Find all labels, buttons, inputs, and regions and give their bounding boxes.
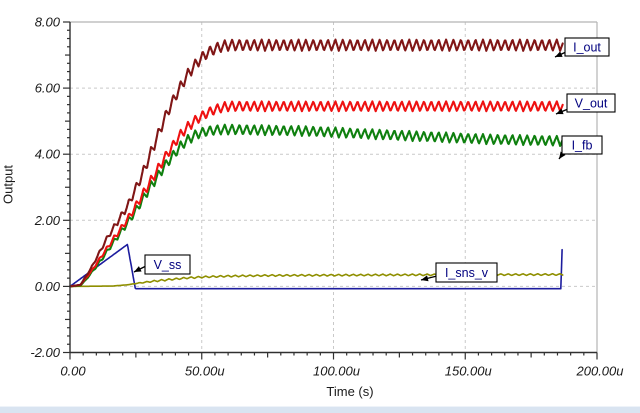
window-bottom-edge — [0, 406, 640, 413]
trace-label-text: I_fb — [572, 139, 593, 153]
trace-label-text: V_out — [575, 97, 608, 111]
x-tick-label: 0.00 — [60, 364, 86, 379]
annotation-arrowhead — [559, 151, 566, 159]
trace-label-box-I_fb[interactable] — [561, 135, 603, 155]
series-I_out — [68, 38, 564, 288]
y-tick-label: 4.00 — [35, 147, 61, 162]
y-tick-label: 6.00 — [35, 81, 61, 96]
trace-label-box-V_ss[interactable] — [144, 254, 191, 275]
x-tick-label: 200.00u — [576, 364, 624, 379]
trace-label-text: I_out — [573, 41, 601, 55]
y-tick-label: 2.00 — [34, 213, 61, 228]
y-tick-label: 8.00 — [35, 15, 61, 30]
series-V_ss — [69, 243, 563, 290]
trace-label-text: V_ss — [154, 258, 182, 272]
series-I_fb — [68, 123, 564, 288]
x-tick-label: 50.00u — [185, 364, 225, 379]
annotation-arrowhead — [556, 108, 564, 115]
y-tick-label: -2.00 — [30, 345, 60, 360]
y-axis-title: Output — [0, 164, 16, 205]
series-V_out — [68, 100, 564, 288]
y-tick-label: 0.00 — [35, 279, 61, 294]
x-tick-label: 100.00u — [313, 364, 360, 379]
trace-label-box-I_sns_v[interactable] — [435, 262, 498, 283]
annotation-arrowhead — [555, 51, 563, 57]
x-tick-label: 150.00u — [445, 364, 492, 379]
trace-label-box-I_out[interactable] — [564, 37, 610, 57]
trace-label-text: I_sns_v — [445, 266, 489, 280]
x-axis-title: Time (s) — [326, 384, 374, 399]
trace-label-box-V_out[interactable] — [566, 93, 616, 113]
annotation-arrowhead — [134, 266, 142, 272]
annotation-arrowhead — [421, 275, 429, 282]
